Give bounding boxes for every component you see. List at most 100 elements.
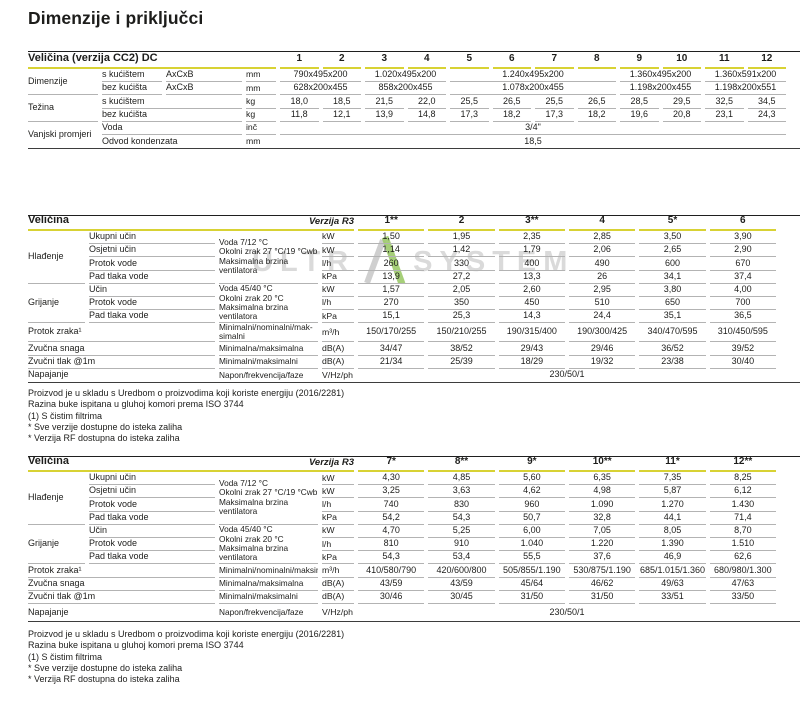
footnote-line: * Verzija RF dostupna do isteka zaliha xyxy=(28,433,180,444)
value-cell: 505/855/1.190 xyxy=(498,564,565,578)
value-cell: 18,2 xyxy=(492,109,531,122)
value-cell: 1,79 xyxy=(498,244,565,258)
unit-label: dB(A) xyxy=(322,591,354,604)
value-cell: 34,1 xyxy=(639,271,706,284)
footnote-line: Proizvod je u skladu s Uredbom o proizvo… xyxy=(28,388,345,398)
value-cell: 1.078x200x455 xyxy=(450,82,616,96)
test-condition: Minimalna/maksimalna xyxy=(219,578,318,591)
value-cell: 25/39 xyxy=(428,356,495,369)
value-cell: 7,05 xyxy=(569,525,636,538)
value-cell: 400 xyxy=(498,257,565,271)
row-label: Učin xyxy=(89,284,215,297)
value-cell: 960 xyxy=(498,498,565,512)
value-cell: 230/50/1 xyxy=(549,606,585,617)
unit-label: l/h xyxy=(322,538,354,552)
value-cell: 530/875/1.190 xyxy=(569,564,636,578)
value-cell: 700 xyxy=(709,297,776,311)
value-cell: 29/43 xyxy=(498,342,565,356)
footnote-line: Proizvod je u skladu s Uredbom o proizvo… xyxy=(28,629,345,639)
test-condition: Voda 7/12 °C Okolni zrak 27 °C/19 °Cwb M… xyxy=(219,231,318,284)
value-cell: 44,1 xyxy=(639,512,706,525)
value-cell: 3,25 xyxy=(358,485,425,499)
test-condition: Minimalni/nominalni/mak- simalni xyxy=(219,323,318,343)
value-cell: 8,70 xyxy=(709,525,776,538)
value-cell: 910 xyxy=(428,538,495,552)
value-cell: 3,63 xyxy=(428,485,495,499)
value-cell: 30/46 xyxy=(358,591,425,604)
column-header: 9* xyxy=(498,457,565,472)
test-condition: Voda 7/12 °C Okolni zrak 27 °C/19 °Cwb M… xyxy=(219,472,318,525)
value-cell: 18,5 xyxy=(524,135,542,146)
value-cell: 47/63 xyxy=(709,578,776,591)
value-cell: 1.040 xyxy=(498,538,565,552)
row-group-label: Hlađenje xyxy=(28,472,85,525)
value-cell: 3,80 xyxy=(639,284,706,297)
value-cell: 3/4" xyxy=(280,122,786,135)
unit-label: l/h xyxy=(322,498,354,512)
table-header: Veličina Verzija R3 xyxy=(28,216,354,231)
value-cell: 2,05 xyxy=(428,284,495,297)
column-header: 9 xyxy=(620,52,659,69)
footnote-line: Razina buke ispitana u gluhoj komori pre… xyxy=(28,640,244,651)
value-cell: 190/300/425 xyxy=(569,323,636,343)
value-cell: 230/50/1 xyxy=(549,369,585,380)
unit-label: l/h xyxy=(322,297,354,311)
value-cell: 4,85 xyxy=(428,472,495,486)
column-header: 5 xyxy=(450,52,489,69)
value-cell: 19/32 xyxy=(569,356,636,369)
version-label: Verzija R3 xyxy=(308,216,354,227)
unit-label: m³/h xyxy=(322,564,354,578)
value-cell: 2,90 xyxy=(709,244,776,258)
value-cell: 420/600/800 xyxy=(428,564,495,578)
value-cell: 1.020x495x200 xyxy=(365,69,446,83)
value-cell: 5,60 xyxy=(498,472,565,486)
value-cell: 37,4 xyxy=(709,271,776,284)
unit-label: kg xyxy=(246,109,276,122)
row-group-label: Napajanje xyxy=(28,606,69,617)
value-cell: 18,0 xyxy=(280,95,319,109)
value-cell: 4,70 xyxy=(358,525,425,538)
column-header: 12** xyxy=(709,457,776,472)
unit-label: dB(A) xyxy=(322,342,354,356)
value-cell: 11,8 xyxy=(280,109,319,122)
table-title: Veličina xyxy=(28,216,69,227)
value-cell: 1.090 xyxy=(569,498,636,512)
spec-table-r3-sizes-7-12: Veličina Verzija R3 7* 8** 9* 10** 11* 12** Hlađ… xyxy=(28,456,800,622)
value-cell: 54,3 xyxy=(428,512,495,525)
spec-label: AxCxB xyxy=(166,82,242,96)
column-header: 8 xyxy=(577,52,616,69)
value-cell: 4,00 xyxy=(709,284,776,297)
unit-label: V/Hz/ph xyxy=(322,607,353,618)
value-cell: 26 xyxy=(569,271,636,284)
value-cell: 490 xyxy=(569,257,636,271)
row-label: Ukupni učin xyxy=(89,472,215,486)
column-header: 1** xyxy=(358,216,425,231)
column-header: 5* xyxy=(639,216,706,231)
value-cell: 17,3 xyxy=(535,109,574,122)
value-cell: 6,35 xyxy=(569,472,636,486)
value-cell: 23/38 xyxy=(639,356,706,369)
footnotes-block: Proizvod je u skladu s Uredbom o proizvo… xyxy=(28,629,344,685)
unit-label: kW xyxy=(322,485,354,499)
row-label: Pad tlaka vode xyxy=(89,551,215,565)
value-cell: 340/470/595 xyxy=(639,323,706,343)
value-cell: 33/51 xyxy=(639,591,706,604)
value-cell: 7,35 xyxy=(639,472,706,486)
value-cell: 350 xyxy=(428,297,495,311)
value-cell: 5,87 xyxy=(639,485,706,499)
value-cell: 50,7 xyxy=(498,512,565,525)
value-cell: 830 xyxy=(428,498,495,512)
value-cell: 1.198x200x551 xyxy=(705,82,786,96)
value-cell: 2,06 xyxy=(569,244,636,258)
row-group-label: Protok zraka¹ xyxy=(28,323,215,343)
value-cell: 2,65 xyxy=(639,244,706,258)
unit-label: kW xyxy=(322,231,354,245)
value-cell: 2,95 xyxy=(569,284,636,297)
value-cell: 1.360x591x200 xyxy=(705,69,786,83)
unit-label: l/h xyxy=(322,257,354,271)
column-header: 6 xyxy=(492,52,531,69)
value-cell: 34,5 xyxy=(747,95,786,109)
row-group-label: Grijanje xyxy=(28,525,85,565)
value-cell: 1.220 xyxy=(569,538,636,552)
unit-label: kW xyxy=(322,244,354,258)
